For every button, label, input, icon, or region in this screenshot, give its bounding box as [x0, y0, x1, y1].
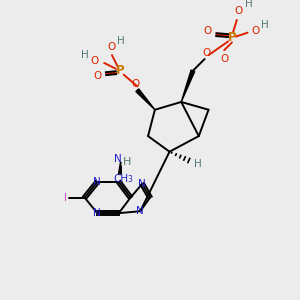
- Text: O: O: [93, 70, 101, 81]
- Text: N: N: [114, 154, 122, 164]
- Polygon shape: [136, 89, 155, 110]
- Text: H: H: [194, 159, 202, 170]
- Text: N: N: [93, 208, 101, 218]
- Text: O: O: [90, 56, 98, 66]
- Text: N: N: [138, 179, 146, 189]
- Text: O: O: [203, 26, 212, 36]
- Text: O: O: [131, 80, 140, 89]
- Text: O: O: [108, 42, 116, 52]
- Text: O: O: [220, 54, 228, 64]
- Text: N: N: [136, 206, 144, 216]
- Text: P: P: [228, 31, 236, 44]
- Text: H: H: [261, 20, 269, 30]
- Text: CH: CH: [113, 174, 128, 184]
- Text: O: O: [202, 48, 211, 58]
- Text: H: H: [81, 50, 88, 60]
- Text: H: H: [123, 158, 132, 167]
- Polygon shape: [181, 70, 195, 102]
- Text: O: O: [235, 6, 243, 16]
- Text: H: H: [117, 37, 124, 46]
- Text: 3: 3: [127, 175, 132, 184]
- Text: H: H: [245, 0, 252, 9]
- Text: O: O: [251, 26, 260, 36]
- Text: N: N: [93, 177, 101, 187]
- Text: I: I: [64, 193, 67, 202]
- Text: P: P: [116, 64, 124, 77]
